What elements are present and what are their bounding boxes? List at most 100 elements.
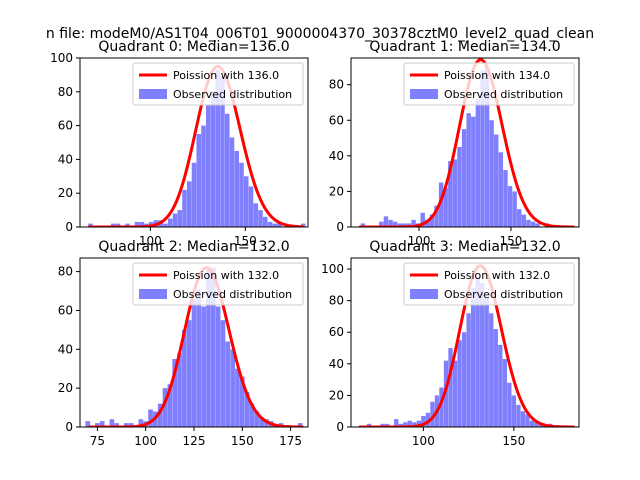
observed-bar	[397, 223, 402, 227]
observed-bar	[162, 388, 168, 427]
figure-suptitle: n file: modeM0/AS1T04_006T01_9000004370_…	[46, 26, 594, 42]
observed-bar	[392, 221, 398, 227]
observed-bar	[443, 360, 449, 427]
observed-bar	[383, 216, 389, 227]
observed-bar	[452, 159, 458, 227]
y-tick-label: 0	[65, 420, 73, 434]
observed-bar	[403, 422, 408, 427]
y-tick-label: 60	[58, 303, 73, 317]
observed-bar	[457, 340, 462, 427]
observed-bar	[448, 348, 453, 427]
y-tick-label: 0	[65, 220, 73, 234]
observed-bar	[258, 210, 263, 227]
observed-bar	[425, 412, 431, 427]
observed-bar	[466, 313, 471, 427]
observed-bar	[206, 269, 211, 427]
observed-bar	[211, 267, 216, 427]
observed-bar	[277, 221, 282, 227]
observed-bar	[115, 223, 121, 227]
observed-bar	[443, 187, 448, 227]
observed-bar	[201, 306, 206, 427]
observed-bar	[210, 91, 216, 227]
observed-bar	[134, 221, 140, 227]
observed-bar	[366, 423, 372, 427]
observed-bars	[88, 69, 306, 227]
observed-bar	[225, 341, 231, 427]
axes-frame	[79, 57, 309, 228]
observed-bar	[503, 170, 508, 227]
observed-bars	[360, 66, 550, 227]
observed-bar	[502, 359, 507, 427]
y-tick-label: 40	[329, 149, 344, 163]
observed-bar	[452, 360, 458, 427]
x-tick-label: 150	[500, 234, 523, 248]
observed-bar	[498, 152, 504, 227]
observed-bar	[411, 219, 416, 227]
observed-bar	[512, 191, 517, 227]
observed-bar	[448, 161, 453, 227]
observed-bar	[85, 421, 91, 427]
observed-bar	[380, 423, 385, 427]
observed-bar	[480, 70, 485, 227]
observed-bar	[480, 283, 485, 427]
y-tick-label: 60	[58, 119, 73, 133]
observed-bar	[243, 176, 249, 227]
legend-observed-swatch	[139, 289, 167, 299]
observed-bar	[148, 409, 153, 427]
observed-bar	[182, 329, 187, 427]
observed-bar	[109, 419, 115, 427]
legend-poisson-label: Poission with 134.0	[444, 69, 550, 82]
observed-bar	[99, 421, 105, 427]
axes-frame	[350, 57, 580, 228]
y-tick-label: 80	[329, 78, 344, 92]
x-tick-label: 125	[183, 434, 206, 448]
observed-bar	[234, 150, 240, 227]
observed-bar	[249, 403, 255, 427]
x-tick-label: 150	[502, 434, 525, 448]
legend-observed-label: Observed distribution	[444, 88, 563, 101]
y-tick-label: 0	[336, 220, 344, 234]
y-tick-label: 20	[329, 388, 344, 402]
y-tick-label: 60	[329, 113, 344, 127]
legend-poisson-label: Poission with 136.0	[173, 69, 279, 82]
observed-bar	[244, 392, 250, 427]
observed-bar	[461, 129, 467, 227]
observed-bar	[95, 423, 100, 427]
y-tick-label: 80	[58, 85, 73, 99]
observed-bar	[253, 203, 259, 227]
chart-panel-0: 0 20 40 60 80 100 100 150 Quadrant 0: Median=136…	[50, 39, 309, 248]
observed-bar	[110, 223, 116, 227]
observed-bar	[517, 209, 522, 227]
chart-panel-2: 0 20 40 60 80 75 100 125 150 175 Quadrant 2: Media…	[58, 239, 309, 448]
observed-bar	[429, 214, 435, 227]
legend-observed-swatch	[410, 289, 438, 299]
panel-title: Quadrant 1: Median=134.0	[369, 39, 560, 55]
observed-bar	[220, 320, 226, 427]
observed-bar	[475, 276, 480, 427]
observed-bar	[114, 423, 120, 427]
observed-bar	[434, 205, 439, 227]
legend-box	[403, 62, 575, 106]
y-tick-label: 20	[58, 186, 73, 200]
legend-poisson-label: Poission with 132.0	[173, 269, 279, 282]
legend-poisson-label: Poission with 132.0	[444, 269, 550, 282]
panel-title: Quadrant 0: Median=136.0	[98, 39, 289, 55]
y-tick-label: 80	[58, 265, 73, 279]
observed-bar	[272, 223, 278, 227]
y-tick-label: 20	[58, 381, 73, 395]
legend-box	[132, 262, 304, 306]
observed-bar	[125, 223, 130, 227]
observed-bar	[529, 420, 535, 427]
observed-bar	[124, 423, 129, 427]
observed-bar	[457, 146, 462, 227]
observed-bar	[385, 423, 390, 427]
y-tick-label: 20	[329, 184, 344, 198]
chart-panel-3: 0 20 40 60 80 100 100 150 Quadrant 3: Median=132…	[321, 239, 580, 448]
observed-bar	[520, 411, 526, 427]
y-tick-label: 0	[336, 420, 344, 434]
observed-bar	[394, 419, 399, 427]
observed-bar	[489, 120, 494, 227]
legend-observed-swatch	[139, 89, 167, 99]
observed-bar	[239, 162, 244, 227]
